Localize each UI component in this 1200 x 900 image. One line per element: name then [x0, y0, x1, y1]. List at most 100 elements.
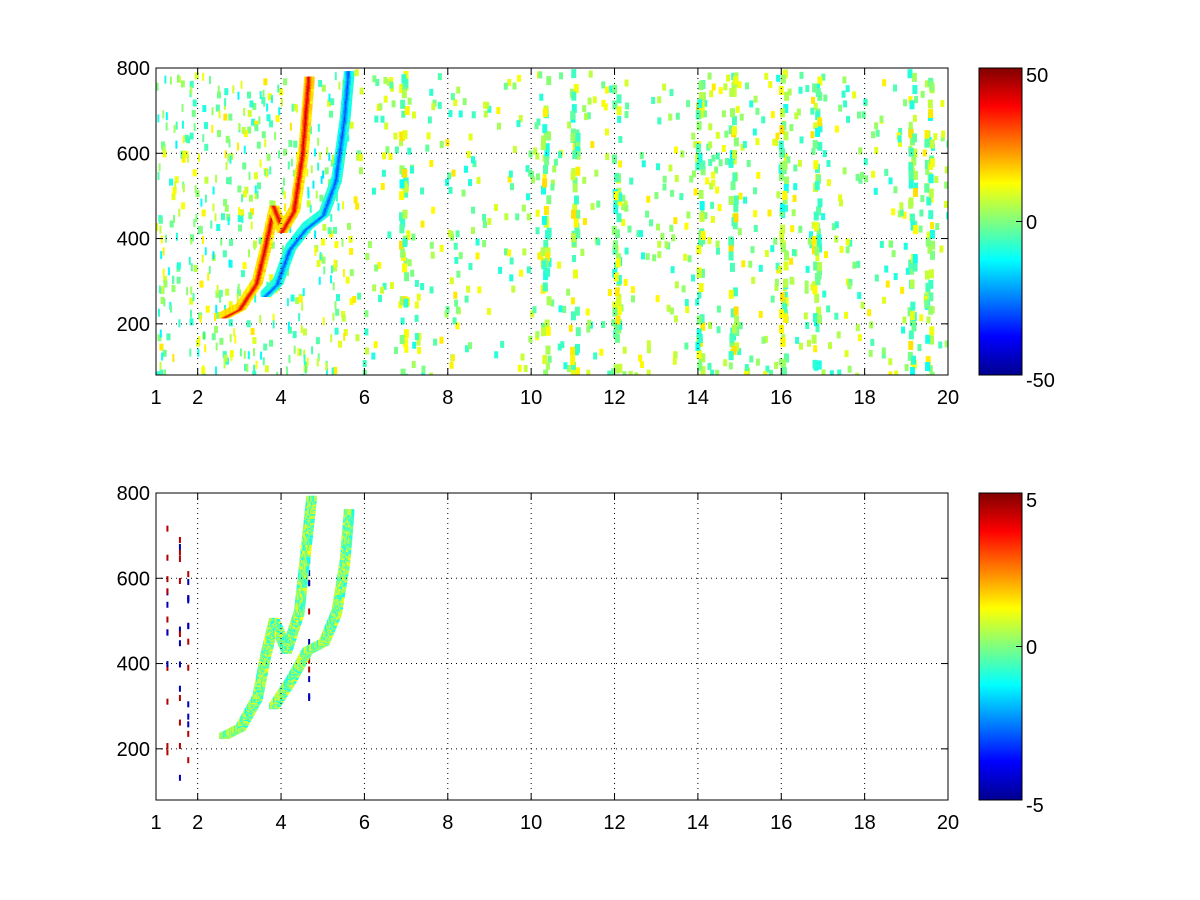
noise-cell: [298, 295, 303, 303]
noise-cell: [215, 342, 218, 351]
noise-cell: [175, 232, 178, 241]
noise-column-cell: [545, 252, 551, 262]
noise-cell: [786, 156, 791, 164]
noise-column-cell: [613, 204, 619, 214]
noise-cell: [512, 82, 517, 90]
noise-cell: [641, 160, 646, 168]
noise-cell: [684, 299, 689, 307]
noise-cell: [526, 213, 531, 221]
noise-cell: [181, 155, 186, 163]
noise-cell: [233, 328, 236, 337]
noise-column-cell: [571, 69, 577, 79]
noise-cell: [234, 335, 237, 344]
noise-cell: [323, 266, 326, 275]
noise-cell: [243, 145, 246, 154]
noise-cell: [834, 312, 839, 320]
noise-cell: [923, 295, 928, 303]
noise-column-cell: [697, 361, 703, 371]
noise-column-cell: [399, 334, 405, 344]
noise-cell: [601, 321, 606, 329]
noise-cell: [778, 265, 783, 273]
noise-cell: [738, 192, 743, 200]
noise-column-cell: [696, 245, 702, 255]
noise-cell: [184, 134, 189, 142]
noise-column-cell: [778, 171, 784, 181]
noise-cell: [946, 212, 948, 220]
noise-cell: [217, 85, 220, 94]
noise-cell: [530, 310, 535, 318]
noise-cell: [748, 260, 753, 268]
noise-cell: [630, 286, 635, 294]
noise-cell: [204, 143, 209, 151]
noise-cell: [746, 159, 751, 167]
noise-cell: [300, 325, 303, 334]
noise-column-cell: [698, 109, 704, 119]
noise-cell: [199, 225, 202, 234]
noise-cell: [941, 130, 946, 138]
noise-cell: [657, 240, 662, 248]
noise-cell: [241, 215, 244, 224]
noise-column-cell: [615, 253, 621, 263]
noise-cell: [715, 369, 720, 375]
noise-cell: [483, 101, 488, 109]
x-tick-label: 1: [150, 387, 161, 409]
noise-column-cell: [617, 192, 623, 202]
noise-cell: [314, 247, 317, 256]
noise-cell: [162, 146, 165, 155]
noise-cell: [224, 98, 227, 107]
noise-cell: [164, 75, 167, 84]
noise-cell: [218, 110, 221, 119]
noise-cell: [563, 362, 568, 370]
noise-column-cell: [812, 83, 818, 93]
noise-cell: [321, 256, 326, 264]
noise-cell: [320, 175, 323, 184]
noise-cell: [651, 96, 656, 104]
noise-cell: [215, 311, 220, 319]
noise-cell: [450, 93, 455, 101]
noise-cell: [750, 246, 755, 254]
noise-cell: [903, 99, 908, 107]
noise-column-cell: [575, 327, 581, 337]
noise-cell: [232, 85, 235, 94]
noise-cell: [224, 150, 227, 159]
noise-cell: [356, 153, 361, 161]
noise-column-cell: [924, 299, 930, 309]
noise-cell: [920, 195, 925, 203]
noise-cell: [322, 223, 327, 231]
noise-cell: [259, 315, 262, 324]
noise-cell: [319, 151, 322, 160]
x-tick-label: 2: [192, 387, 203, 409]
noise-column-cell: [730, 308, 736, 318]
noise-cell: [279, 88, 284, 96]
noise-column-cell: [812, 313, 818, 323]
noise-column-cell: [783, 131, 789, 141]
noise-column-cell: [696, 315, 702, 325]
noise-cell: [335, 193, 338, 202]
noise-column-cell: [910, 301, 916, 311]
noise-cell: [287, 326, 292, 334]
y-tick-label: 400: [117, 229, 150, 251]
noise-cell: [286, 298, 289, 307]
noise-cell: [372, 75, 377, 83]
noise-column-cell: [924, 130, 930, 140]
noise-cell: [758, 310, 763, 318]
noise-column-cell: [816, 360, 822, 370]
noise-cell: [333, 373, 336, 375]
noise-cell: [388, 152, 393, 160]
noise-column-cell: [779, 207, 785, 217]
noise-cell: [453, 291, 458, 299]
spike-cell: [187, 664, 190, 671]
noise-cell: [330, 159, 335, 167]
noise-cell: [335, 308, 340, 316]
noise-column-cell: [783, 353, 789, 363]
spike-cell: [178, 661, 181, 668]
noise-cell: [420, 220, 425, 228]
noise-cell: [838, 194, 843, 202]
noise-cell: [826, 179, 831, 187]
noise-cell: [881, 296, 886, 304]
ridge-cell: [310, 91, 314, 98]
noise-cell: [389, 77, 394, 85]
noise-cell: [715, 186, 720, 194]
noise-cell: [881, 347, 886, 355]
noise-column-cell: [545, 247, 551, 257]
